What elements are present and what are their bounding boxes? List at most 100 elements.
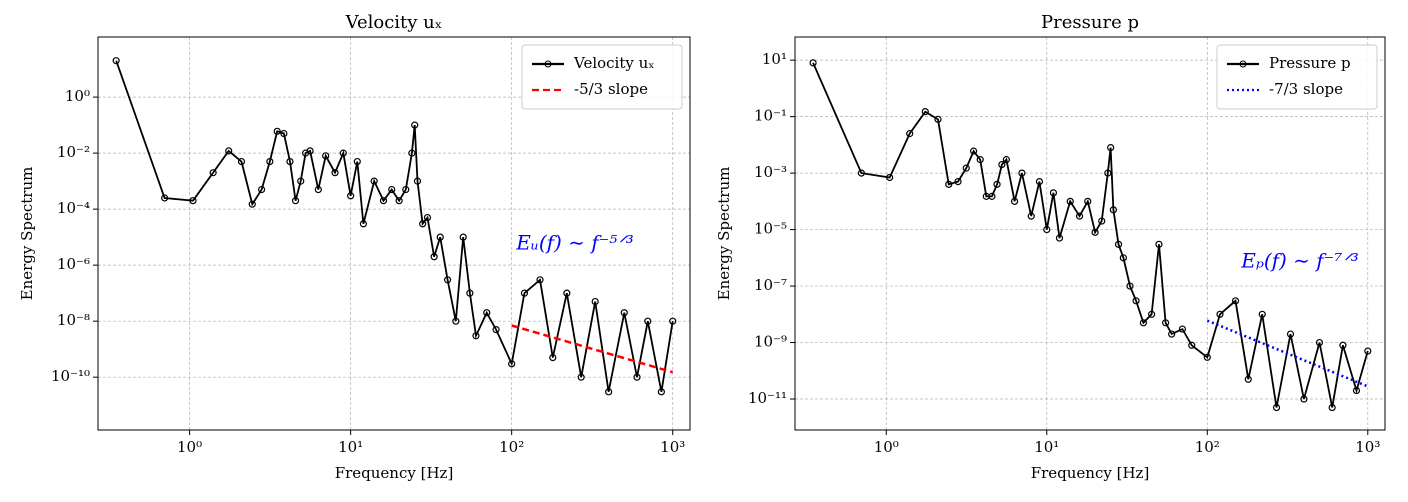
data-point <box>1216 310 1224 318</box>
data-point <box>161 194 169 202</box>
y-tick-label: 10⁻⁵ <box>754 220 787 238</box>
data-point <box>934 115 942 123</box>
data-point <box>209 169 217 177</box>
data-point <box>549 354 557 362</box>
data-point <box>1066 197 1074 205</box>
data-point <box>1055 234 1064 242</box>
data-point <box>189 197 197 205</box>
data-point <box>1188 341 1196 349</box>
plot-frame <box>794 36 1386 431</box>
data-point <box>286 157 294 166</box>
legend-box <box>521 44 683 110</box>
data-point <box>291 197 300 205</box>
legend-label: -5/3 slope <box>574 80 648 98</box>
data-point <box>443 276 452 284</box>
data-point <box>379 197 388 205</box>
data-point <box>1203 353 1211 361</box>
data-point <box>266 157 274 166</box>
y-tick-label: 10⁻³ <box>754 163 787 181</box>
data-point <box>388 185 396 194</box>
data-point <box>1098 217 1106 225</box>
y-tick-label: 10⁻² <box>57 143 90 161</box>
data-point <box>370 177 378 185</box>
data-point <box>459 233 467 241</box>
data-point <box>1286 330 1295 338</box>
data-point <box>633 373 641 381</box>
data-point <box>395 197 403 205</box>
data-point <box>1084 197 1092 205</box>
y-tick-label: 10⁻¹⁰ <box>51 367 90 385</box>
data-point <box>273 127 281 135</box>
data-point <box>993 180 1001 188</box>
x-tick-label: 10² <box>1195 438 1220 456</box>
data-point <box>962 164 970 172</box>
y-tick-label: 10¹ <box>762 50 787 68</box>
data-point <box>466 289 474 297</box>
x-axis-label: Frequency [Hz] <box>1031 464 1150 482</box>
data-point <box>1155 240 1163 248</box>
data-point <box>1231 297 1240 305</box>
data-point <box>359 220 367 228</box>
data-point <box>248 200 256 208</box>
data-point <box>976 156 984 164</box>
data-point <box>436 233 444 241</box>
data-point <box>1258 310 1266 318</box>
data-point <box>591 297 599 306</box>
x-tick-label: 10¹ <box>1034 438 1059 456</box>
data-point <box>411 121 419 129</box>
annotation: Eᵤ(f) ∼ f⁻⁵ᐟ³ <box>515 231 634 255</box>
data-point <box>492 325 500 334</box>
data-point <box>1027 212 1035 220</box>
data-point <box>257 185 266 194</box>
data-point <box>809 59 817 67</box>
y-axis-label: Energy Spectrum <box>18 167 36 301</box>
legend-label: -7/3 slope <box>1269 80 1343 98</box>
data-point <box>857 169 866 177</box>
y-tick-label: 10⁻⁹ <box>754 333 787 351</box>
y-tick-label: 10⁻⁶ <box>57 255 90 273</box>
data-point <box>921 108 929 116</box>
data-point <box>306 147 314 155</box>
data-point <box>472 332 480 340</box>
y-tick-label: 10⁻⁸ <box>57 311 90 329</box>
data-point <box>1168 330 1176 338</box>
data-point <box>1315 338 1324 347</box>
data-point <box>322 152 330 160</box>
chart-title: Pressure p <box>1041 12 1139 33</box>
data-point <box>1339 341 1347 349</box>
x-tick-label: 10⁰ <box>177 438 202 456</box>
legend-label: Velocity uₓ <box>573 54 655 72</box>
data-point <box>297 177 305 185</box>
data-point <box>508 360 516 368</box>
data-point <box>620 309 628 317</box>
data-point <box>1043 225 1051 234</box>
data-point <box>430 253 438 261</box>
data-point <box>1075 212 1084 220</box>
data-point <box>1162 319 1170 327</box>
data-point <box>1139 319 1148 327</box>
data-point <box>1364 347 1372 355</box>
legend-marker <box>1239 60 1247 68</box>
data-point <box>280 129 288 138</box>
legend-marker <box>544 60 552 68</box>
data-point <box>1114 240 1123 248</box>
data-point <box>1272 403 1281 412</box>
data-point <box>906 130 914 138</box>
data-point <box>1328 403 1336 412</box>
data-point <box>408 149 416 157</box>
y-axis-label: Energy Spectrum <box>715 167 733 301</box>
data-point <box>112 57 120 65</box>
data-point <box>520 289 529 297</box>
data-point <box>331 169 339 177</box>
data-point <box>1109 206 1117 214</box>
data-point <box>1107 144 1115 152</box>
series-line <box>1206 319 1369 388</box>
series-line <box>812 62 1369 408</box>
series-line <box>511 324 674 374</box>
data-point <box>347 192 355 200</box>
data-point <box>1091 228 1099 236</box>
data-point <box>605 388 613 396</box>
data-point <box>353 157 361 166</box>
data-point <box>954 178 962 186</box>
chart-title: Velocity uₓ <box>345 12 443 33</box>
